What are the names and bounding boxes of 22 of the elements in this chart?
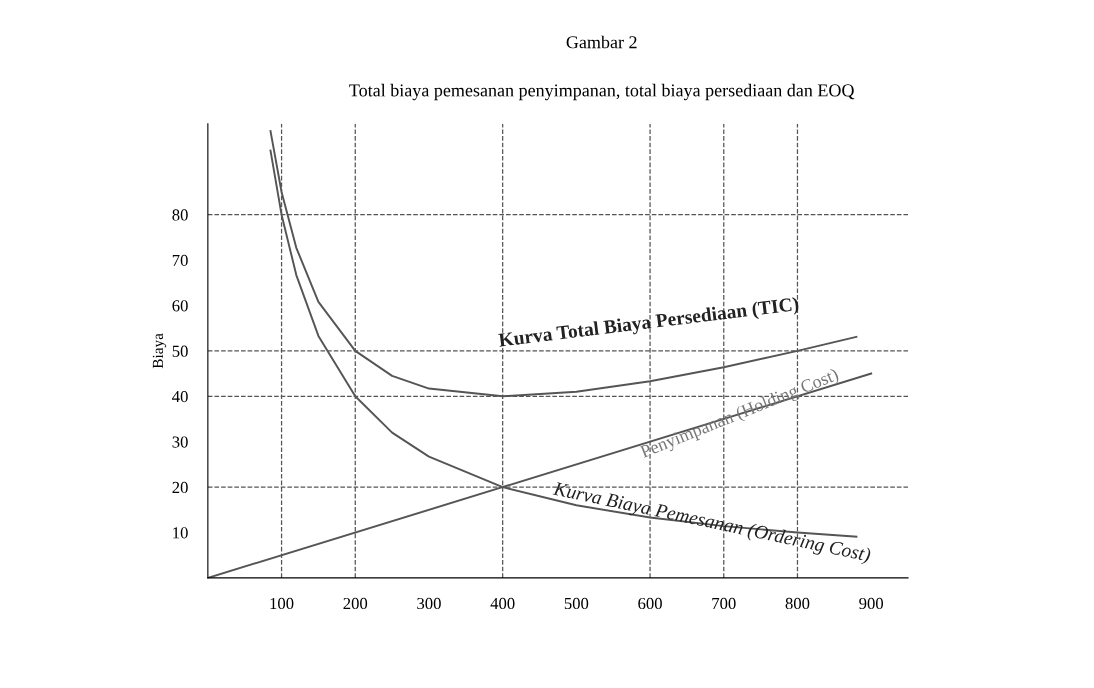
x-tick-label: 800 xyxy=(785,597,810,610)
x-tick-label: 300 xyxy=(417,597,441,610)
x-tick-label: 900 xyxy=(859,597,884,610)
y-tick-label: 30 xyxy=(172,436,188,448)
y-tick-label: 10 xyxy=(173,527,188,539)
x-tick-label: 500 xyxy=(564,597,589,610)
annotation: Kurva Total Biaya Persediaan (TIC) xyxy=(498,296,800,351)
y-tick-label: 60 xyxy=(172,300,188,312)
y-axis-title: Biaya xyxy=(152,333,167,369)
x-tick-label: 100 xyxy=(270,597,294,610)
y-tick-label: 20 xyxy=(172,481,188,494)
chart-subtitle: Total biaya pemesanan penyimpanan, total biaya persediaan dan EOQ xyxy=(349,83,855,101)
y-tick-label: 80 xyxy=(172,209,188,221)
y-tick-label: 50 xyxy=(172,345,188,357)
x-tick-label: 400 xyxy=(490,597,515,610)
x-tick-label: 700 xyxy=(712,597,736,610)
x-tick-label: 600 xyxy=(638,597,662,610)
y-tick-label: 70 xyxy=(172,254,188,267)
annotation: Kurva Biaya Pemesanan (Ordering Cost) xyxy=(551,481,872,566)
x-tick-label: 200 xyxy=(343,597,368,610)
chart-title: Gambar 2 xyxy=(566,35,637,49)
y-tick-label: 40 xyxy=(172,390,188,403)
